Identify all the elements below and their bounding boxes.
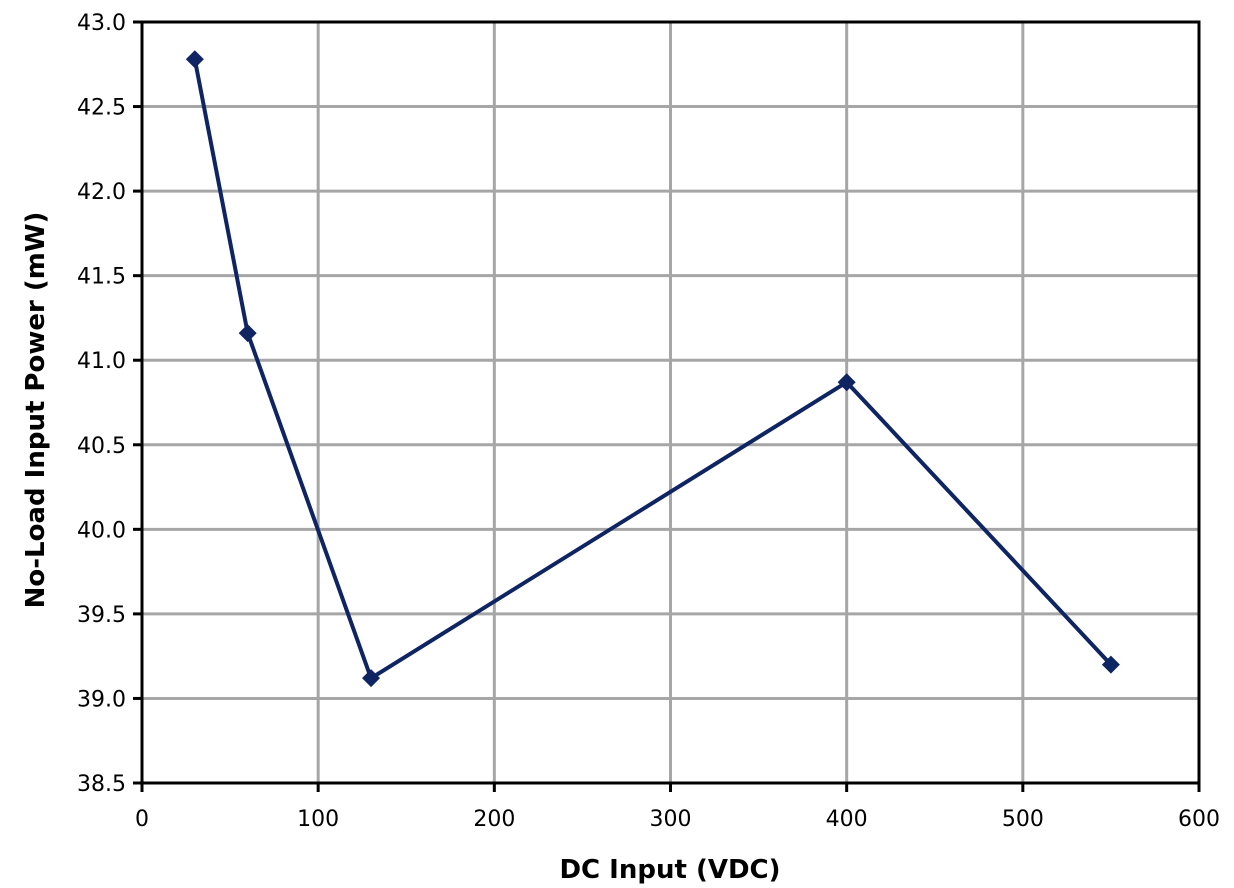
x-axis-title: DC Input (VDC) [559,855,780,885]
x-tick-label: 200 [473,807,515,832]
x-tick-label: 500 [1002,807,1044,832]
grid [140,20,1201,785]
y-tick-label: 43.0 [77,11,126,36]
x-tick-label: 100 [297,807,339,832]
y-tick-label: 39.5 [77,603,126,628]
y-tick-label: 42.0 [77,180,126,205]
data-point-marker [362,669,381,688]
data-point-marker [837,373,856,392]
y-tick-label: 41.5 [77,265,126,290]
y-tick-label: 40.0 [77,518,126,543]
plot-lines [192,58,1113,681]
ticks [133,20,1201,792]
y-tick-label: 40.5 [77,434,126,459]
x-tick-labels: 0 100 200 300 400 500 600 [135,807,1220,832]
y-tick-labels: 38.5 39.0 39.5 40.0 40.5 41.0 41.5 42.0 42.5 43.0 [77,11,126,797]
x-tick-label: 400 [826,807,868,832]
y-tick-label: 42.5 [77,96,126,121]
data-point-marker [185,50,204,69]
x-tick-label: 300 [650,807,692,832]
data-point-marker [238,324,257,343]
y-tick-label: 41.0 [77,349,126,374]
markers [185,50,1120,688]
y-tick-label: 38.5 [77,772,126,797]
data-point-marker [1101,655,1120,674]
y-axis-title: No-Load Input Power (mW) [21,212,51,609]
x-tick-label: 0 [135,807,149,832]
y-tick-label: 39.0 [77,687,126,712]
series-line [192,58,1113,681]
x-tick-label: 600 [1178,807,1220,832]
